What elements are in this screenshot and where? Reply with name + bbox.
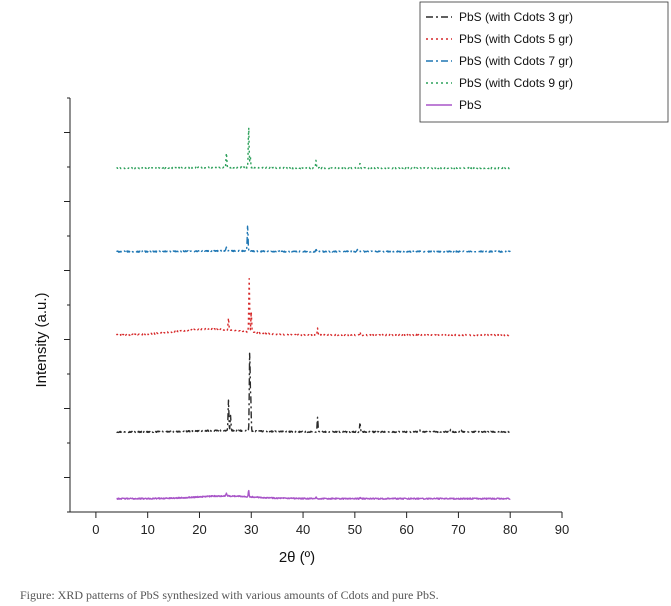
legend-box: [419, 1, 669, 123]
x-tick-label-0: 0: [92, 522, 99, 537]
plot-lines: [115, 127, 511, 500]
series-line-1: [116, 352, 511, 434]
x-tick-label-60: 60: [399, 522, 413, 537]
x-tick-label-10: 10: [140, 522, 154, 537]
x-ticks: 0 10 20 30 40 50 60 70 80 90: [92, 512, 569, 537]
x-tick-label-40: 40: [296, 522, 310, 537]
x-tick-label-90: 90: [555, 522, 569, 537]
x-tick-label-20: 20: [192, 522, 206, 537]
x-tick-label-70: 70: [451, 522, 465, 537]
x-tick-label-30: 30: [244, 522, 258, 537]
legend-label-5: PbS: [459, 98, 482, 112]
legend-label-4: PbS (with Cdots 9 gr): [459, 76, 573, 90]
y-axis-title: Intensity (a.u.): [33, 292, 50, 387]
y-ticks: [64, 97, 70, 513]
x-tick-label-50: 50: [348, 522, 362, 537]
series-line-4: [116, 127, 511, 170]
series-line-5: [116, 489, 511, 500]
x-tick-label-80: 80: [503, 522, 517, 537]
legend-label-1: PbS (with Cdots 3 gr): [459, 10, 573, 24]
legend-label-2: PbS (with Cdots 5 gr): [459, 32, 573, 46]
series-line-3: [116, 225, 511, 253]
x-axis-title: 2θ (º): [279, 549, 315, 566]
figure-caption: Figure: XRD patterns of PbS synthesized …: [20, 588, 439, 602]
legend-label-3: PbS (with Cdots 7 gr): [459, 54, 573, 68]
legend: PbS (with Cdots 3 gr) PbS (with Cdots 5 g…: [419, 1, 669, 123]
